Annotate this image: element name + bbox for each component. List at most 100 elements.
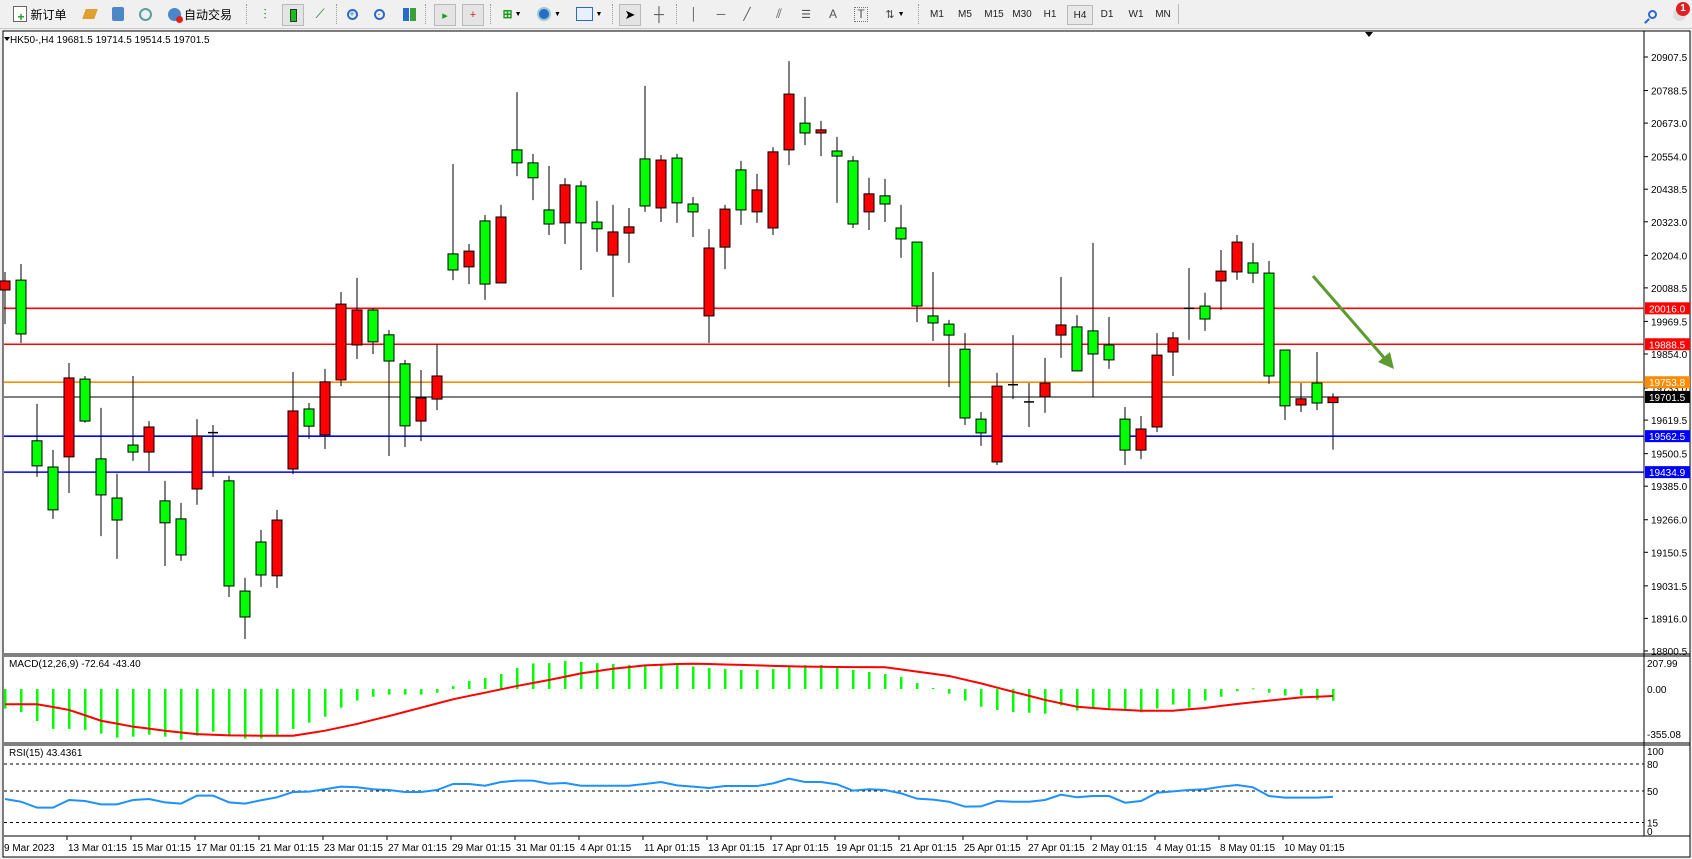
candle-body xyxy=(335,303,347,381)
candlestick-chart-button[interactable] xyxy=(282,4,304,26)
candle xyxy=(559,178,571,245)
collapse-triangle-icon[interactable] xyxy=(4,37,10,41)
chart-shift-button[interactable]: + xyxy=(462,4,484,26)
auto-scroll-button[interactable]: ▸ xyxy=(434,4,456,26)
candle xyxy=(127,375,139,461)
candle-body xyxy=(975,418,987,434)
zoom-in-button[interactable]: + xyxy=(342,4,362,24)
candle-body xyxy=(767,151,779,229)
tile-windows-button[interactable] xyxy=(399,4,419,24)
templates-icon xyxy=(575,7,593,21)
new-order-icon: + xyxy=(13,6,28,23)
macd-histogram-bar xyxy=(708,668,711,689)
candle-body xyxy=(0,280,11,291)
macd-histogram-bar xyxy=(180,689,183,740)
candle-body xyxy=(319,381,331,436)
candle-body xyxy=(1199,305,1211,320)
timeframe-m15[interactable]: M15 xyxy=(984,8,1004,20)
macd-histogram-bar xyxy=(628,665,631,689)
market-watch-button[interactable] xyxy=(108,4,128,24)
time-tick-label: 25 Apr 01:15 xyxy=(964,843,1021,854)
crosshair-button[interactable]: ┼ xyxy=(649,4,669,24)
candle-body xyxy=(847,160,859,225)
bar-chart-icon: ⫶ xyxy=(263,5,267,22)
candle-body xyxy=(1071,326,1083,372)
candle xyxy=(1103,317,1115,369)
trendline-button[interactable]: ╱ xyxy=(737,4,757,24)
time-tick-label: 9 Mar 2023 xyxy=(4,843,55,854)
candle-body xyxy=(911,241,923,307)
timeframe-h1[interactable]: H1 xyxy=(1043,8,1057,20)
candle xyxy=(431,344,443,411)
candle xyxy=(639,85,651,212)
arrows-button[interactable]: ⇅ ▼ xyxy=(879,4,911,24)
macd-histogram-bar xyxy=(804,665,807,689)
time-axis[interactable]: 9 Mar 2023 13 Mar 01:15 15 Mar 01:15 17 Mar… xyxy=(2,836,1345,854)
text-button[interactable]: A xyxy=(823,4,843,24)
price-tick-label: 19500.5 xyxy=(1651,450,1688,461)
candle xyxy=(655,154,667,223)
zoom-out-button[interactable]: - xyxy=(369,4,389,24)
macd-histogram-bar xyxy=(612,664,615,689)
toolbar-separator xyxy=(490,4,492,24)
candle-body xyxy=(63,377,75,458)
time-tick-label: 17 Mar 01:15 xyxy=(196,843,255,854)
timeframe-m5[interactable]: M5 xyxy=(958,8,972,20)
macd-histogram-bar xyxy=(532,663,535,689)
timeframe-w1[interactable]: W1 xyxy=(1128,8,1144,20)
toolbar-separator xyxy=(246,4,248,24)
cursor-button[interactable]: ➤ xyxy=(619,4,641,26)
text-label-button[interactable]: T xyxy=(851,4,871,24)
fibonacci-button[interactable]: ☰ xyxy=(796,4,816,24)
price-tick-label: 19619.5 xyxy=(1651,416,1688,427)
timeframe-mn[interactable]: MN xyxy=(1155,8,1171,20)
macd-histogram-bar xyxy=(1220,689,1223,697)
new-order-button[interactable]: + 新订单 xyxy=(6,4,74,24)
timeframe-h4[interactable]: H4 xyxy=(1067,5,1093,25)
down-arrow-annotation[interactable] xyxy=(1311,275,1388,361)
macd-histogram-bar xyxy=(692,666,695,689)
macd-histogram-bar xyxy=(740,670,743,689)
macd-histogram-bar xyxy=(212,689,215,732)
timeframe-d1[interactable]: D1 xyxy=(1100,8,1114,20)
chart-header: HK50-,H4 19681.5 19714.5 19514.5 19701.5 xyxy=(10,35,210,46)
timeframe-m30[interactable]: M30 xyxy=(1012,8,1032,20)
candle-body xyxy=(719,208,731,248)
horizontal-line-button[interactable]: ─ xyxy=(711,4,731,24)
macd-histogram-bar xyxy=(244,689,247,739)
macd-histogram-bar xyxy=(164,689,167,737)
candle xyxy=(703,229,715,343)
candle-body xyxy=(47,466,59,511)
auto-trading-button[interactable]: 自动交易 xyxy=(162,4,238,24)
periods-button[interactable]: ▼ xyxy=(533,4,565,24)
candle xyxy=(479,215,491,300)
search-button[interactable] xyxy=(1642,4,1662,24)
macd-pane[interactable]: 207.99 0.00 -355.08 xyxy=(4,659,1690,746)
candle xyxy=(863,177,875,230)
candle-body xyxy=(879,195,891,205)
toolbar-separator xyxy=(612,4,614,24)
line-chart-button[interactable]: ⟋ xyxy=(310,4,330,24)
equidistant-channel-button[interactable]: ⫽ xyxy=(769,4,789,24)
templates-button[interactable]: ▼ xyxy=(573,4,605,24)
history-button[interactable] xyxy=(80,4,100,24)
timeframe-m1[interactable]: M1 xyxy=(930,8,944,20)
candle xyxy=(1311,352,1323,411)
candle-body xyxy=(15,279,27,335)
signals-button[interactable] xyxy=(135,4,155,24)
candle xyxy=(671,153,683,223)
price-tick-label: 20204.0 xyxy=(1651,251,1688,262)
notifications-button[interactable]: 1 xyxy=(1668,2,1690,24)
candle-body xyxy=(191,435,203,490)
price-pane[interactable]: 20907.5 20788.5 20673.0 20554.0 20438.5 20323… xyxy=(0,31,1690,836)
vertical-line-button[interactable]: │ xyxy=(684,4,704,24)
candle-body xyxy=(943,323,955,336)
bar-chart-button[interactable]: ⫶ xyxy=(255,4,275,24)
chart-shift-marker-icon[interactable] xyxy=(1365,32,1373,37)
rsi-pane[interactable]: 100 80 50 150 xyxy=(4,747,1690,838)
toolbar-separator xyxy=(1178,4,1180,24)
time-tick-label: 8 May 01:15 xyxy=(1220,843,1275,854)
indicators-button[interactable]: ⊞ ▼ xyxy=(496,4,528,24)
vertical-line-icon: │ xyxy=(690,7,698,21)
